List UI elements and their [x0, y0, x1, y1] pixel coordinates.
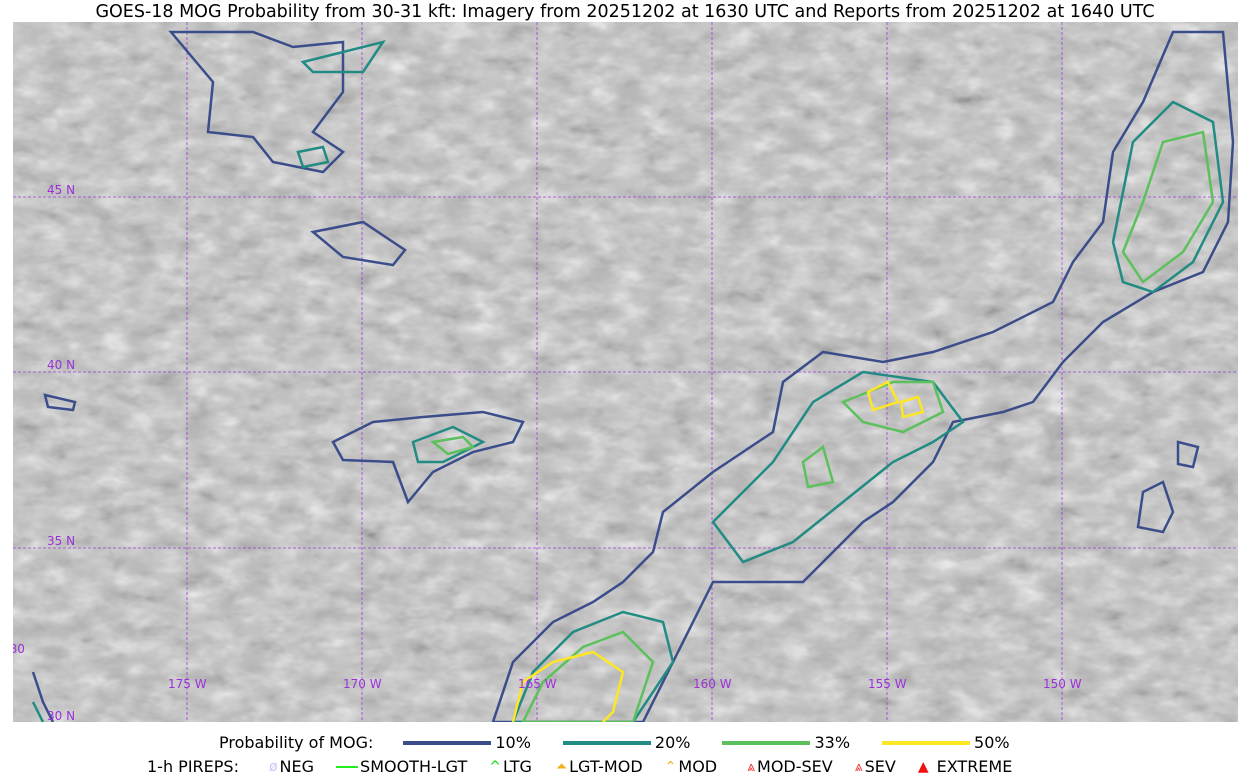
- contour-20: [31, 701, 45, 722]
- lat-label-35: 35 N: [47, 534, 75, 548]
- latitude-labels: 45 N 40 N 35 N 30 N: [47, 183, 75, 722]
- probability-contours: [31, 30, 1235, 722]
- graticule: [13, 22, 1238, 722]
- satellite-map: 45 N 40 N 35 N 30 N 180 175 W 170 W 165 …: [13, 22, 1238, 722]
- contour-33: [521, 630, 655, 722]
- contour-10: [43, 393, 77, 412]
- double-caret-bar-icon: ⩓: [747, 758, 756, 775]
- contour-20: [511, 610, 675, 722]
- contour-50: [866, 380, 900, 412]
- contour-50: [511, 650, 625, 722]
- lat-label-40: 40 N: [47, 358, 75, 372]
- contour-33: [430, 435, 476, 456]
- pirep-item-neg: ø NEG: [269, 757, 314, 776]
- lon-label-175w: 175 W: [168, 677, 207, 691]
- caret-bar-icon: ⌃: [664, 758, 677, 775]
- lon-label-150w: 150 W: [1043, 677, 1082, 691]
- legend-item-20: 20%: [562, 733, 691, 752]
- contour-10: [491, 30, 1235, 722]
- lon-label-170w: 170 W: [343, 677, 382, 691]
- legend-label: 33%: [814, 733, 851, 752]
- contour-10: [331, 410, 525, 505]
- contour-10: [310, 220, 407, 267]
- pirep-legend-label: 1-h PIREPS:: [147, 757, 239, 776]
- neg-circle-icon: ø: [268, 758, 278, 775]
- pirep-item-smooth-lgt: SMOOTH-LGT: [336, 757, 467, 776]
- swatch-20: [562, 740, 651, 745]
- legend-label: 50%: [974, 733, 1010, 752]
- contour-20: [300, 40, 386, 74]
- contour-33: [840, 380, 945, 434]
- contour-50: [899, 395, 925, 419]
- swatch-33: [722, 740, 811, 745]
- pirep-item-mod: ⌃ MOD: [665, 757, 717, 776]
- contour-20: [411, 425, 486, 464]
- lon-label-155w: 155 W: [868, 677, 907, 691]
- swatch-50: [882, 740, 971, 745]
- lat-label-45: 45 N: [47, 183, 75, 197]
- pirep-label: MOD: [678, 757, 718, 776]
- pirep-item-mod-sev: ⩓ MOD-SEV: [747, 757, 833, 776]
- swatch-10: [403, 740, 492, 745]
- pirep-label: MOD-SEV: [757, 757, 833, 776]
- probability-legend: Probability of MOG: 10% 20% 33% 50%: [0, 733, 1250, 752]
- pirep-item-lgt-mod: ⏶ LGT-MOD: [556, 757, 643, 776]
- contour-10: [31, 671, 55, 722]
- contour-10: [168, 30, 345, 174]
- contour-20: [296, 145, 330, 169]
- lon-label-165w: 165 W: [518, 677, 557, 691]
- legend-item-50: 50%: [882, 733, 1010, 752]
- filled-triangle-icon: ▲: [917, 758, 929, 775]
- pirep-label: SEV: [864, 757, 896, 776]
- pirep-legend: 1-h PIREPS: ø NEG SMOOTH-LGT ^ LTG ⏶ LGT-MO…: [0, 757, 1250, 776]
- pirep-item-sev: ⩓ SEV: [855, 757, 896, 776]
- line-icon: [336, 765, 359, 768]
- pirep-label: LTG: [503, 757, 532, 776]
- longitude-labels: 180 175 W 170 W 165 W 160 W 155 W 150 W: [13, 642, 1082, 691]
- figure-title: GOES-18 MOG Probability from 30-31 kft: …: [95, 2, 1155, 22]
- pirep-label: EXTREME: [936, 757, 1013, 776]
- probability-legend-label: Probability of MOG:: [219, 733, 374, 752]
- pirep-label: LGT-MOD: [569, 757, 643, 776]
- contour-20: [1111, 100, 1225, 294]
- lon-label-160w: 160 W: [693, 677, 732, 691]
- contour-33: [1121, 130, 1215, 284]
- legend-item-33: 33%: [722, 733, 850, 752]
- legend-label: 10%: [495, 733, 531, 752]
- contour-10: [1176, 440, 1200, 469]
- pirep-label: NEG: [279, 757, 315, 776]
- caret-icon: ^: [489, 758, 502, 775]
- pirep-label: SMOOTH-LGT: [360, 757, 468, 776]
- pirep-item-ltg: ^ LTG: [489, 757, 532, 776]
- legend-item-10: 10%: [403, 733, 531, 752]
- contour-20: [711, 370, 965, 564]
- triangle-bar-icon: ⏶: [555, 758, 568, 775]
- lat-label-30: 30 N: [47, 709, 75, 722]
- double-caret-icon: ⩓: [854, 758, 863, 775]
- lon-label-180: 180: [13, 642, 25, 656]
- pirep-item-extreme: ▲ EXTREME: [918, 757, 1012, 776]
- contour-10: [1136, 480, 1175, 534]
- legend-label: 20%: [654, 733, 691, 752]
- contour-33: [801, 444, 835, 489]
